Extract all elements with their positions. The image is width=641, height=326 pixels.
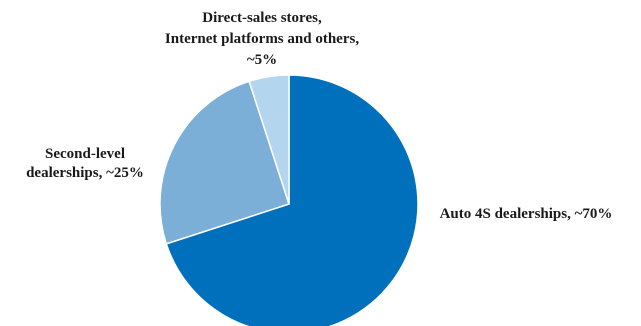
pie-label-0: Auto 4S dealerships, ~70%	[440, 206, 613, 222]
pie-slice-0	[165, 74, 419, 326]
pie-label-2: Direct-sales stores, Internet platforms a…	[165, 10, 359, 68]
pie-label-line: Auto 4S dealerships, ~70%	[440, 206, 613, 222]
pie-label-line: dealerships, ~25%	[26, 165, 144, 181]
pie-label-1: Second-level dealerships, ~25%	[26, 146, 144, 181]
pie-labels: Auto 4S dealerships, ~70% Second-level dea…	[26, 10, 612, 222]
pie-label-line: ~5%	[247, 52, 277, 68]
pie-slice-2	[248, 74, 290, 205]
pie-label-line: Second-level	[45, 146, 125, 162]
pie-label-line: Direct-sales stores,	[202, 10, 322, 26]
pie-label-line: Internet platforms and others,	[165, 31, 359, 47]
pie-slices	[159, 74, 419, 326]
pie-slice-1	[159, 80, 290, 245]
